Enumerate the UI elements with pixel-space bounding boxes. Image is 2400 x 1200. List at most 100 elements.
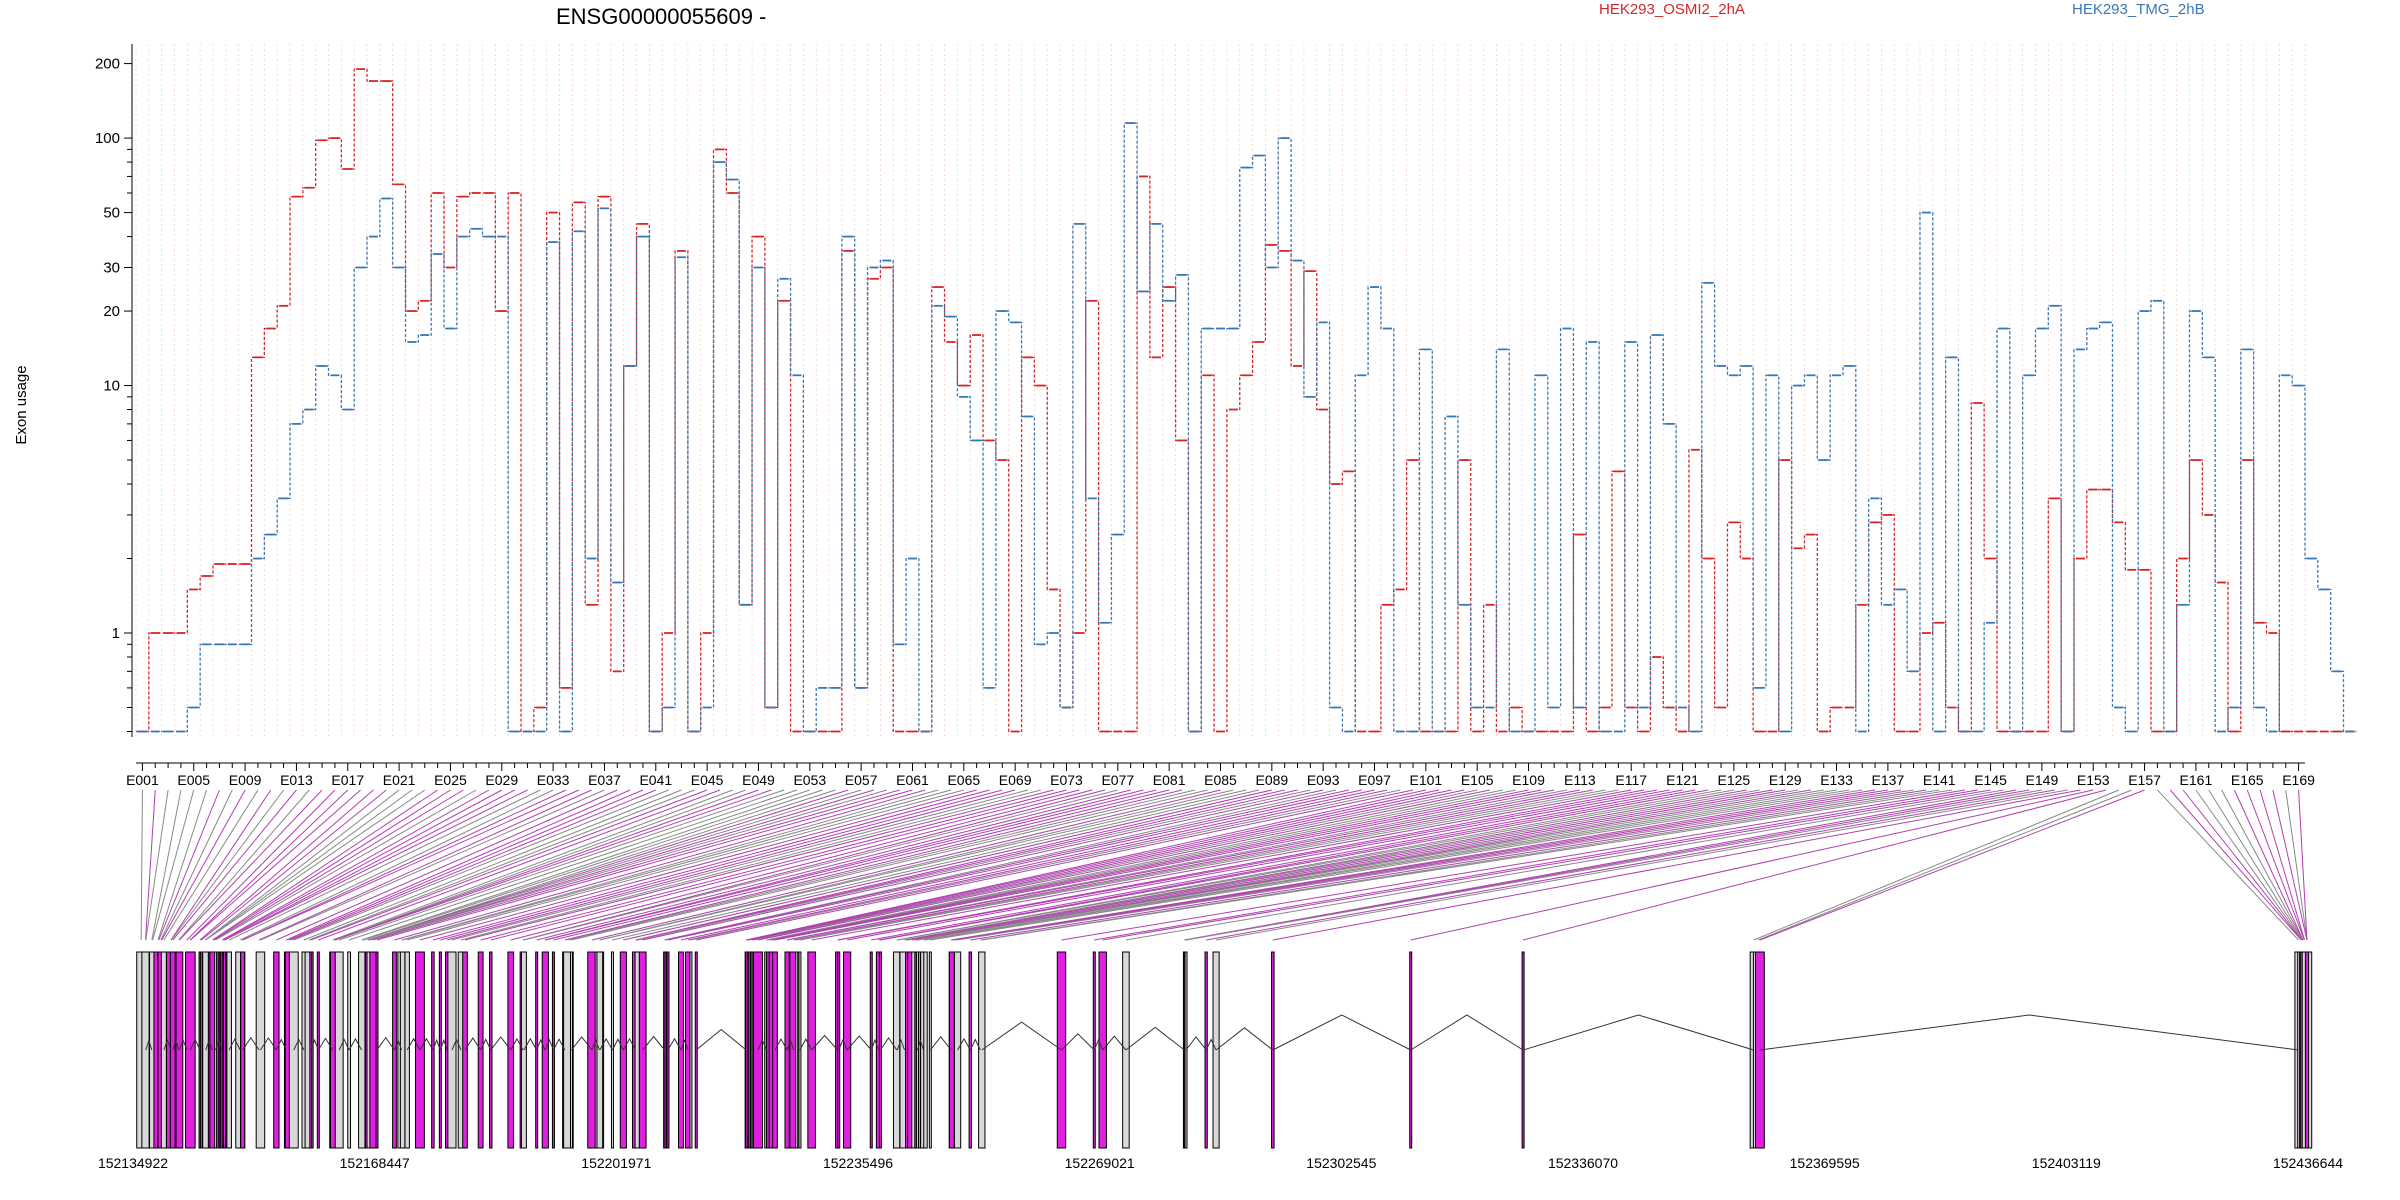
connector-line <box>361 789 810 941</box>
genomic-coordinate-label: 152168447 <box>340 1155 410 1171</box>
x-tick-label: E109 <box>1512 772 1545 788</box>
connector-line <box>145 789 169 941</box>
intron-line <box>451 1038 462 1051</box>
y-axis: 1 10 20 30 50 100 200 <box>95 44 133 737</box>
connector-line <box>242 789 567 941</box>
intron-line <box>432 1038 441 1051</box>
x-tick-label: E009 <box>229 772 262 788</box>
connector-line <box>160 789 233 941</box>
exon-block <box>747 951 751 1149</box>
y-tick-label: 100 <box>95 130 120 147</box>
connector-line <box>2246 789 2305 941</box>
connector-line <box>838 789 1657 941</box>
connector-line <box>480 789 1067 941</box>
y-tick-label: 1 <box>112 625 120 642</box>
series-line-1 <box>136 68 2357 733</box>
connector-line <box>401 789 939 941</box>
x-tick-label: E001 <box>126 772 159 788</box>
series-layer <box>136 68 2357 733</box>
x-tick-label: E125 <box>1718 772 1751 788</box>
connector-line <box>367 789 849 941</box>
exon-block <box>199 951 203 1149</box>
connector-line <box>1215 789 2068 941</box>
exon-block <box>689 951 693 1149</box>
connector-line <box>553 789 1170 941</box>
exon-block <box>795 951 799 1149</box>
intron-line <box>879 1037 898 1051</box>
connector-line <box>291 789 656 941</box>
x-tick-label: E029 <box>485 772 518 788</box>
exon-block <box>1754 951 1765 1149</box>
connector-line <box>308 789 695 941</box>
intron-line <box>1410 1014 1524 1051</box>
intron-line <box>490 1036 512 1051</box>
exon-block <box>953 951 962 1149</box>
connector-line <box>786 789 1580 941</box>
intron-line <box>419 1037 434 1051</box>
exon-block <box>2304 951 2310 1149</box>
connector-line <box>878 789 1696 941</box>
connector-line <box>642 789 1324 941</box>
intron-line <box>642 1035 666 1051</box>
x-tick-label: E085 <box>1204 772 1237 788</box>
x-tick-label: E153 <box>2077 772 2110 788</box>
connector-line <box>170 789 272 941</box>
genomic-coordinate-axis: 152134922 152168447 152201971 152235496 1522… <box>98 1155 2343 1171</box>
connector-line <box>754 789 1478 941</box>
connector-line <box>970 789 1927 941</box>
intron-line <box>774 1037 788 1051</box>
intron-line <box>376 1036 395 1051</box>
intron-line <box>439 1038 448 1051</box>
intron-line <box>215 1038 223 1051</box>
connector-line <box>222 789 503 941</box>
connector-line <box>2208 789 2303 941</box>
connector-line <box>228 789 541 941</box>
connector-line <box>897 789 1734 941</box>
connector-line <box>799 789 1619 941</box>
intron-line <box>1102 1035 1127 1051</box>
connector-line <box>564 789 1183 941</box>
gene-model-track <box>136 951 2313 1149</box>
intron-line <box>757 1038 767 1051</box>
intron-line <box>544 1038 554 1051</box>
x-tick-label: E053 <box>793 772 826 788</box>
intron-line <box>591 1038 600 1051</box>
series-line-2 <box>136 122 2357 733</box>
intron-line <box>1185 1036 1207 1051</box>
connector-line <box>623 789 1272 941</box>
genomic-coordinate-label: 152302545 <box>1306 1155 1376 1171</box>
exon-block <box>141 951 151 1149</box>
connector-line <box>696 789 1414 941</box>
x-tick-label: E081 <box>1153 772 1186 788</box>
connector-line <box>170 789 284 941</box>
x-tick-label: E057 <box>845 772 878 788</box>
connector-line <box>2169 789 2302 941</box>
x-tick-label: E093 <box>1307 772 1340 788</box>
connector-line <box>1184 789 2017 941</box>
connector-line <box>224 789 515 941</box>
connector-line <box>635 789 1285 941</box>
connector-line <box>793 789 1593 941</box>
connector-line <box>367 789 836 941</box>
connector-line <box>2285 789 2308 941</box>
intron-line <box>145 1038 153 1051</box>
y-tick-label: 30 <box>103 259 120 276</box>
connector-line <box>151 789 182 941</box>
intron-line <box>667 1037 682 1051</box>
intron-line <box>981 1021 1062 1051</box>
connector-line <box>215 789 477 941</box>
x-tick-label: E129 <box>1769 772 1802 788</box>
connector-line <box>752 789 1465 941</box>
intron-line <box>317 1037 334 1051</box>
connector-line <box>158 789 220 941</box>
connector-line <box>925 789 1850 941</box>
connector-line <box>951 789 1888 941</box>
connector-line <box>2182 789 2303 941</box>
x-tick-label: E045 <box>691 772 724 788</box>
x-tick-label: E133 <box>1820 772 1853 788</box>
connector-line <box>293 789 669 941</box>
connector-line <box>152 789 195 941</box>
x-tick-label: E065 <box>947 772 980 788</box>
x-tick-label: E169 <box>2282 772 2315 788</box>
x-tick-label: E157 <box>2128 772 2161 788</box>
